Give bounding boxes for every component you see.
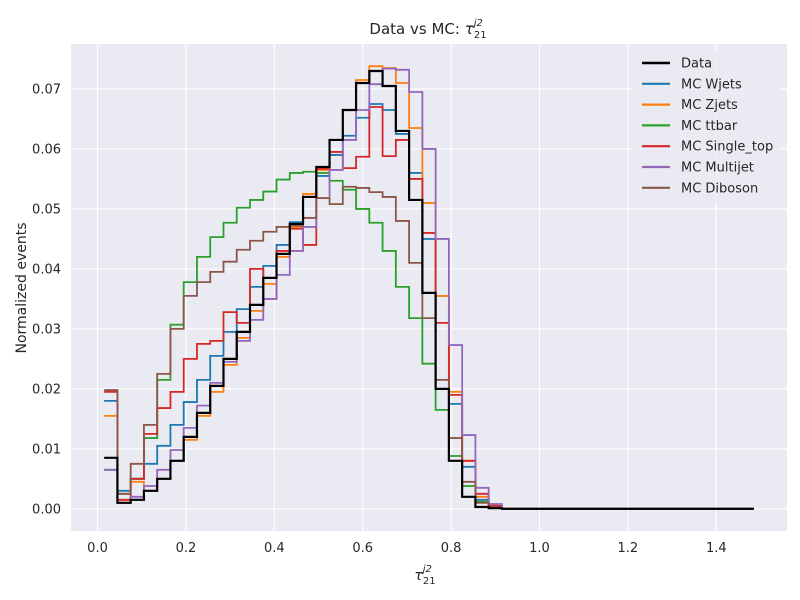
legend-label-mc-multijet: MC Multijet	[681, 161, 754, 176]
y-axis-label: Normalized events	[14, 222, 30, 353]
y-tick-label: 0.02	[32, 382, 61, 397]
y-tick-label: 0.06	[32, 142, 61, 157]
legend-label-mc-single-top: MC Single_top	[681, 140, 773, 155]
x-axis-label: τj2 21	[414, 564, 435, 587]
y-tick-label: 0.07	[32, 82, 61, 97]
x-tick-label: 0.6	[352, 541, 373, 556]
legend-label-mc-zjets: MC Zjets	[681, 98, 738, 113]
y-tick-labels: 0.00 0.01 0.02 0.03 0.04 0.05 0.06 0.07	[32, 82, 61, 517]
x-axis-label-sub: 21	[423, 576, 436, 587]
x-tick-label: 0.0	[87, 541, 108, 556]
x-tick-label: 1.2	[618, 541, 639, 556]
x-tick-label: 0.8	[441, 541, 462, 556]
legend-label-mc-ttbar: MC ttbar	[681, 119, 738, 134]
chart-title: Data vs MC: τj2 21	[369, 18, 486, 41]
x-tick-label: 1.0	[529, 541, 550, 556]
chart-title-symbol: τ	[465, 20, 475, 38]
legend-label-mc-wjets: MC Wjets	[681, 77, 742, 92]
y-tick-label: 0.00	[32, 502, 61, 517]
y-tick-label: 0.05	[32, 202, 61, 217]
y-tick-label: 0.03	[32, 322, 61, 337]
x-axis-label-symbol: τ	[414, 568, 423, 584]
y-tick-label: 0.04	[32, 262, 61, 277]
x-axis-label-sup: j2	[421, 564, 432, 575]
x-tick-labels: 0.0 0.2 0.4 0.6 0.8 1.0 1.2 1.4	[87, 541, 726, 556]
chart-title-sub: 21	[474, 30, 487, 41]
chart-title-sup: j2	[472, 18, 483, 29]
chart-title-prefix: Data vs MC:	[369, 20, 464, 38]
y-tick-label: 0.01	[32, 442, 61, 457]
series-line-data	[104, 69, 754, 510]
legend-label-data: Data	[681, 57, 712, 72]
x-tick-label: 0.2	[176, 541, 197, 556]
x-tick-label: 1.4	[706, 541, 727, 556]
series-layer	[104, 65, 754, 510]
legend-frame	[632, 51, 780, 203]
legend: Data MC Wjets MC Zjets MC ttbar MC Single_to…	[632, 51, 780, 203]
legend-label-mc-diboson: MC Diboson	[681, 181, 758, 196]
x-tick-label: 0.4	[264, 541, 285, 556]
